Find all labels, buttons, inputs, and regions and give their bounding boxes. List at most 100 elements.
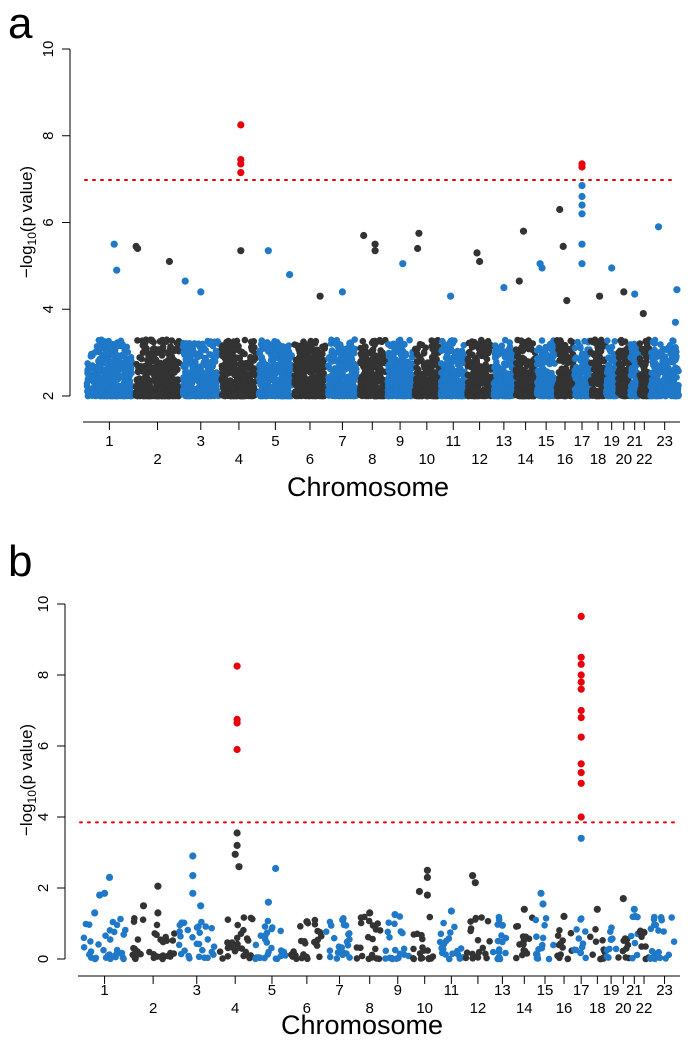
data-point <box>246 375 254 383</box>
data-point <box>209 361 216 369</box>
data-point <box>557 349 564 357</box>
data-point <box>464 355 472 363</box>
panel-a-y-title: −log10(p value) <box>17 166 39 278</box>
data-point <box>498 390 506 397</box>
data-point <box>247 386 254 393</box>
data-point <box>519 227 528 235</box>
data-point <box>385 392 393 400</box>
data-point <box>661 355 668 363</box>
data-point <box>165 257 173 266</box>
data-point <box>343 350 350 357</box>
data-point <box>377 360 384 368</box>
data-point <box>165 367 172 375</box>
data-point <box>110 240 118 248</box>
data-point <box>627 354 634 361</box>
data-point <box>578 352 586 359</box>
data-point <box>203 377 211 385</box>
x-tick-label-chr-9: 9 <box>396 433 404 450</box>
data-point <box>556 378 563 386</box>
data-point <box>134 244 142 253</box>
data-point <box>258 368 266 376</box>
data-point <box>415 229 423 237</box>
data-point <box>184 373 192 381</box>
data-point <box>481 339 489 347</box>
data-point <box>189 364 197 371</box>
data-point <box>91 955 99 963</box>
data-point <box>162 377 170 385</box>
y-tick-label: 4 <box>40 305 57 313</box>
data-point <box>251 355 259 362</box>
data-point <box>265 390 273 397</box>
data-point <box>399 260 407 268</box>
data-point <box>407 370 414 377</box>
data-point <box>608 264 616 272</box>
data-point <box>238 372 246 380</box>
data-point <box>155 371 163 379</box>
data-point <box>351 345 358 353</box>
significant-point <box>237 121 245 129</box>
data-point <box>232 390 239 397</box>
data-point <box>628 383 635 391</box>
data-point <box>654 223 663 231</box>
data-point <box>272 377 279 384</box>
data-point <box>578 240 586 248</box>
data-point <box>571 344 579 352</box>
data-point <box>162 338 170 346</box>
data-point <box>616 369 623 376</box>
data-point <box>537 380 544 387</box>
y-tick-label: 6 <box>40 218 57 226</box>
data-point <box>262 361 269 368</box>
y-tick-label: 10 <box>40 41 57 58</box>
data-point <box>650 355 657 363</box>
data-point <box>239 380 247 387</box>
data-point <box>542 391 549 398</box>
data-point <box>103 351 111 358</box>
data-point <box>437 360 445 367</box>
data-point <box>169 392 176 399</box>
data-point <box>271 338 278 345</box>
data-point <box>197 367 204 375</box>
data-point <box>102 360 110 367</box>
data-point <box>122 926 129 934</box>
data-point <box>501 336 509 344</box>
x-tick-label-chr-21: 21 <box>626 433 643 450</box>
data-point <box>617 337 624 344</box>
data-point <box>360 371 368 378</box>
data-point <box>514 353 521 360</box>
data-point <box>134 936 142 943</box>
data-point <box>537 360 544 367</box>
data-point <box>271 363 279 371</box>
data-point <box>256 377 264 385</box>
data-point <box>638 378 645 385</box>
data-point <box>100 946 107 954</box>
data-point <box>578 392 586 399</box>
data-point <box>159 343 167 351</box>
data-point <box>87 938 94 945</box>
y-tick-label: 2 <box>40 392 57 400</box>
data-point <box>664 391 671 399</box>
data-point <box>172 383 180 391</box>
data-point <box>371 247 379 255</box>
data-point <box>425 387 432 395</box>
data-point <box>181 361 188 368</box>
data-point <box>149 345 157 353</box>
data-point <box>302 350 309 358</box>
data-point <box>578 192 586 201</box>
data-point <box>225 337 232 345</box>
data-point <box>291 377 299 384</box>
data-point <box>535 344 543 352</box>
data-point <box>147 336 154 344</box>
data-point <box>347 339 354 347</box>
data-point <box>391 345 398 353</box>
data-point <box>268 384 276 392</box>
data-point <box>394 362 402 370</box>
data-point <box>657 348 665 356</box>
data-point <box>202 346 209 354</box>
data-point <box>282 360 289 367</box>
data-point <box>272 392 280 400</box>
data-point <box>220 378 227 385</box>
data-point <box>113 266 121 274</box>
data-point <box>326 386 334 394</box>
data-point <box>158 385 165 392</box>
